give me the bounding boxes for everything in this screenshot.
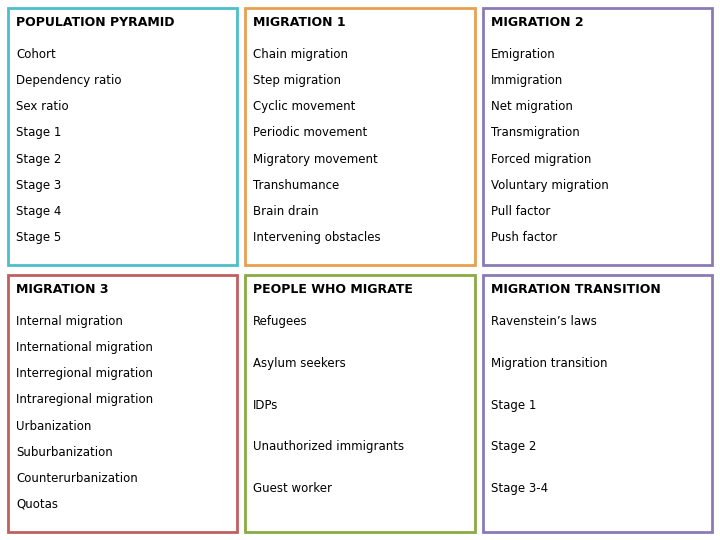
- Text: MIGRATION 3: MIGRATION 3: [16, 283, 109, 296]
- Text: Stage 1: Stage 1: [16, 126, 61, 139]
- Text: Stage 3: Stage 3: [16, 179, 61, 192]
- Text: Brain drain: Brain drain: [253, 205, 319, 218]
- Text: POPULATION PYRAMID: POPULATION PYRAMID: [16, 16, 174, 29]
- Text: Cohort: Cohort: [16, 48, 55, 61]
- Bar: [482, 8, 712, 265]
- Text: IDPs: IDPs: [253, 399, 279, 411]
- Text: Forced migration: Forced migration: [490, 152, 591, 165]
- Text: MIGRATION 2: MIGRATION 2: [490, 16, 583, 29]
- Text: Guest worker: Guest worker: [253, 482, 333, 495]
- Text: Counterurbanization: Counterurbanization: [16, 472, 138, 485]
- Text: Stage 5: Stage 5: [16, 231, 61, 244]
- Text: Quotas: Quotas: [16, 498, 58, 511]
- Text: Step migration: Step migration: [253, 74, 341, 87]
- Text: Stage 3-4: Stage 3-4: [490, 482, 548, 495]
- Text: Transmigration: Transmigration: [490, 126, 580, 139]
- Text: Pull factor: Pull factor: [490, 205, 550, 218]
- Text: PEOPLE WHO MIGRATE: PEOPLE WHO MIGRATE: [253, 283, 413, 296]
- Text: Suburbanization: Suburbanization: [16, 446, 113, 458]
- Text: Migration transition: Migration transition: [490, 357, 607, 370]
- Bar: [8, 275, 238, 532]
- Text: Asylum seekers: Asylum seekers: [253, 357, 346, 370]
- Text: Dependency ratio: Dependency ratio: [16, 74, 122, 87]
- Bar: [246, 275, 474, 532]
- Text: Intervening obstacles: Intervening obstacles: [253, 231, 381, 244]
- Bar: [8, 8, 238, 265]
- Text: Stage 2: Stage 2: [490, 441, 536, 454]
- Text: Periodic movement: Periodic movement: [253, 126, 368, 139]
- Text: Stage 1: Stage 1: [490, 399, 536, 411]
- Text: Ravenstein’s laws: Ravenstein’s laws: [490, 315, 597, 328]
- Text: Interregional migration: Interregional migration: [16, 367, 153, 380]
- Text: Chain migration: Chain migration: [253, 48, 348, 61]
- Text: Stage 2: Stage 2: [16, 152, 61, 165]
- Text: Migratory movement: Migratory movement: [253, 152, 378, 165]
- Text: Urbanization: Urbanization: [16, 420, 91, 433]
- Text: Push factor: Push factor: [490, 231, 557, 244]
- Text: Voluntary migration: Voluntary migration: [490, 179, 608, 192]
- Bar: [482, 275, 712, 532]
- Bar: [246, 8, 474, 265]
- Text: Net migration: Net migration: [490, 100, 572, 113]
- Text: Unauthorized immigrants: Unauthorized immigrants: [253, 441, 405, 454]
- Text: Refugees: Refugees: [253, 315, 308, 328]
- Text: International migration: International migration: [16, 341, 153, 354]
- Text: MIGRATION TRANSITION: MIGRATION TRANSITION: [490, 283, 660, 296]
- Text: Intraregional migration: Intraregional migration: [16, 393, 153, 407]
- Text: Stage 4: Stage 4: [16, 205, 61, 218]
- Text: Immigration: Immigration: [490, 74, 563, 87]
- Text: Cyclic movement: Cyclic movement: [253, 100, 356, 113]
- Text: Sex ratio: Sex ratio: [16, 100, 68, 113]
- Text: Emigration: Emigration: [490, 48, 555, 61]
- Text: Internal migration: Internal migration: [16, 315, 123, 328]
- Text: Transhumance: Transhumance: [253, 179, 340, 192]
- Text: MIGRATION 1: MIGRATION 1: [253, 16, 346, 29]
